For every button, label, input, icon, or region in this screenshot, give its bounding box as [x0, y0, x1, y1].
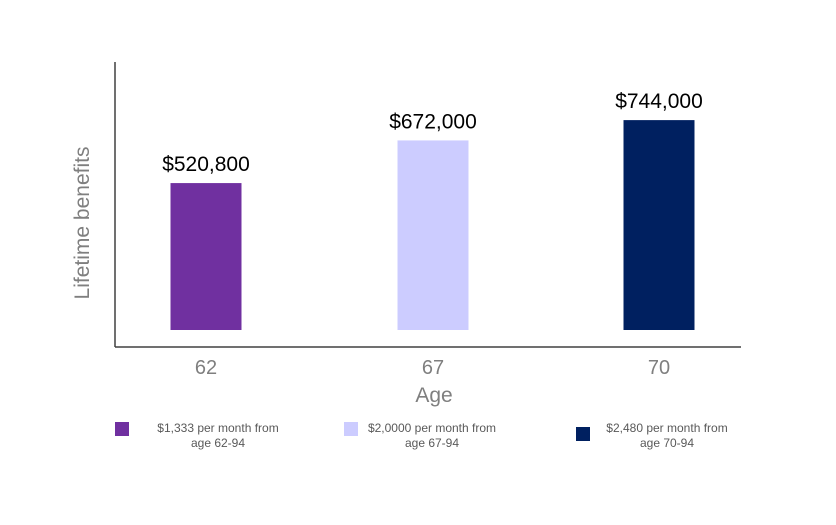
y-axis-title: Lifetime benefits: [71, 147, 94, 300]
legend-swatch-3: [576, 427, 590, 441]
x-tick-label-70: 70: [648, 357, 670, 379]
data-label-67: $672,000: [389, 110, 477, 133]
x-axis-title: Age: [415, 384, 452, 407]
legend-label-1-line2: age 62-94: [191, 436, 245, 450]
legend-label-1-line1: $1,333 per month from: [157, 421, 278, 435]
data-label-62: $520,800: [162, 153, 250, 176]
legend-label-2-line1: $2,0000 per month from: [368, 421, 496, 435]
x-tick-label-67: 67: [422, 357, 444, 379]
data-label-70: $744,000: [615, 90, 703, 113]
bar-70: [623, 120, 695, 331]
legend-swatch-1: [115, 422, 129, 436]
legend-label-3-line2: age 70-94: [640, 436, 694, 450]
legend-label-2-line2: age 67-94: [405, 436, 459, 450]
legend-swatch-2: [344, 422, 358, 436]
x-tick-label-62: 62: [195, 357, 217, 379]
bar-67: [397, 140, 469, 330]
bar-62: [170, 183, 242, 330]
legend-label-3-line1: $2,480 per month from: [606, 421, 727, 435]
